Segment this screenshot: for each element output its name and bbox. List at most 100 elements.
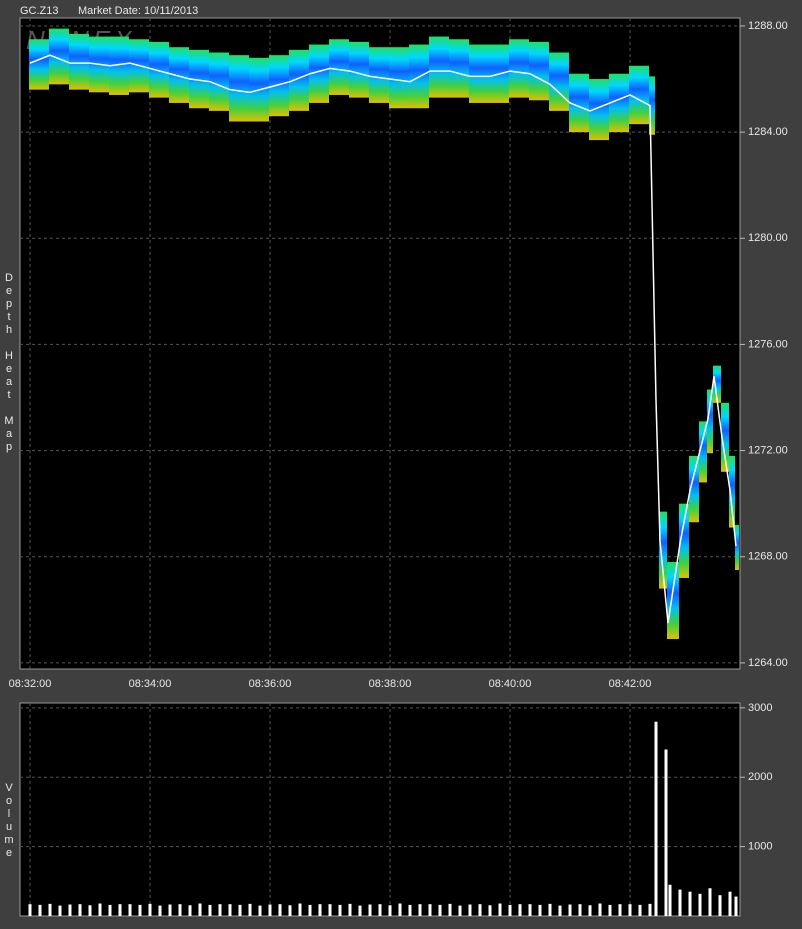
depth-band bbox=[189, 49, 209, 109]
volume-bar bbox=[728, 891, 732, 916]
depth-band bbox=[349, 41, 369, 98]
volume-bar bbox=[428, 904, 432, 916]
volume-bar bbox=[98, 903, 102, 916]
volume-bar bbox=[138, 904, 142, 916]
depth-band bbox=[169, 47, 189, 103]
volume-bar bbox=[588, 905, 592, 916]
volume-bar bbox=[318, 904, 322, 916]
volume-bar bbox=[78, 904, 82, 916]
volume-bar bbox=[558, 905, 562, 916]
depth-band bbox=[699, 421, 707, 483]
depth-band bbox=[269, 55, 289, 117]
depth-band bbox=[469, 44, 489, 103]
depth-band bbox=[229, 55, 249, 122]
volume-bar bbox=[598, 903, 602, 916]
volume-bar bbox=[158, 905, 162, 916]
depth-band bbox=[309, 44, 329, 103]
depth-band bbox=[735, 524, 739, 571]
volume-bar bbox=[478, 904, 482, 916]
volume-bar bbox=[358, 905, 362, 916]
volume-bar bbox=[88, 905, 92, 916]
volume-bar bbox=[698, 893, 702, 916]
depth-band bbox=[429, 36, 449, 98]
volume-bar bbox=[198, 903, 202, 916]
volume-bar bbox=[118, 904, 122, 916]
depth-band bbox=[369, 47, 389, 103]
depth-band bbox=[69, 33, 89, 90]
depth-band bbox=[549, 52, 569, 111]
y-tick-label: 1288.00 bbox=[748, 20, 788, 32]
depth-band bbox=[289, 49, 309, 111]
volume-bar bbox=[664, 749, 668, 916]
depth-band bbox=[707, 389, 713, 454]
volume-bar bbox=[128, 904, 132, 916]
y-tick-label: 1280.00 bbox=[748, 232, 788, 244]
volume-bar bbox=[258, 905, 262, 916]
volume-bar bbox=[734, 896, 738, 916]
y-tick-label: 1268.00 bbox=[748, 551, 788, 563]
depth-band bbox=[449, 39, 469, 98]
volume-bar bbox=[608, 904, 612, 916]
price-line bbox=[29, 54, 737, 624]
y-tick-label: 1284.00 bbox=[748, 126, 788, 138]
depth-band bbox=[529, 41, 549, 101]
x-tick-label: 08:42:00 bbox=[609, 678, 652, 690]
market-date: Market Date: 10/11/2013 bbox=[78, 5, 198, 17]
depth-band bbox=[713, 365, 721, 403]
x-tick-label: 08:40:00 bbox=[489, 678, 532, 690]
volume-bar bbox=[708, 888, 712, 916]
volume-bar bbox=[148, 903, 152, 916]
volume-bar bbox=[668, 884, 672, 916]
volume-bar bbox=[488, 905, 492, 916]
volume-bar bbox=[688, 891, 692, 916]
depth-band bbox=[569, 73, 589, 133]
volume-bar bbox=[458, 905, 462, 916]
depth-band bbox=[721, 402, 729, 472]
volume-plot bbox=[19, 702, 741, 917]
y-tick-label: 1000 bbox=[748, 841, 772, 853]
volume-bar bbox=[438, 904, 442, 916]
volume-bar bbox=[368, 904, 372, 916]
volume-bar bbox=[408, 904, 412, 916]
depth-band bbox=[667, 562, 679, 640]
volume-bar bbox=[528, 904, 532, 916]
volume-bar bbox=[548, 903, 552, 916]
volume-bar bbox=[48, 903, 52, 916]
depth-band bbox=[509, 39, 529, 98]
volume-bar bbox=[38, 904, 42, 916]
volume-bar bbox=[328, 904, 332, 916]
y-tick-label: 1276.00 bbox=[748, 338, 788, 350]
y-tick-label: 2000 bbox=[748, 771, 772, 783]
volume-bar bbox=[108, 904, 112, 916]
depth-band bbox=[589, 79, 609, 141]
volume-bar bbox=[348, 903, 352, 916]
volume-bar bbox=[208, 904, 212, 916]
x-tick-label: 08:38:00 bbox=[369, 678, 412, 690]
volume-bar bbox=[338, 904, 342, 916]
volume-bar bbox=[178, 904, 182, 916]
volume-bar bbox=[578, 904, 582, 916]
symbol: GC.Z13 bbox=[20, 5, 59, 17]
depth-band bbox=[329, 39, 349, 95]
depth-band bbox=[49, 28, 69, 85]
y-axis-title: Depth Heat Map bbox=[3, 272, 15, 454]
depth-band bbox=[149, 41, 169, 98]
volume-bar bbox=[448, 903, 452, 916]
volume-bar bbox=[228, 904, 232, 916]
volume-bar bbox=[278, 904, 282, 916]
volume-bar bbox=[418, 904, 422, 916]
volume-bar bbox=[288, 905, 292, 916]
volume-bar bbox=[248, 903, 252, 916]
depth-band bbox=[649, 76, 655, 135]
y-axis-title: Volume bbox=[3, 782, 15, 860]
depth-band bbox=[389, 47, 409, 109]
volume-bar bbox=[238, 904, 242, 916]
depth-band bbox=[679, 503, 689, 578]
volume-bar bbox=[498, 903, 502, 916]
y-tick-label: 3000 bbox=[748, 702, 772, 714]
volume-bar bbox=[58, 905, 62, 916]
volume-bar bbox=[638, 904, 642, 916]
volume-bar bbox=[308, 904, 312, 916]
volume-bar bbox=[188, 905, 192, 916]
